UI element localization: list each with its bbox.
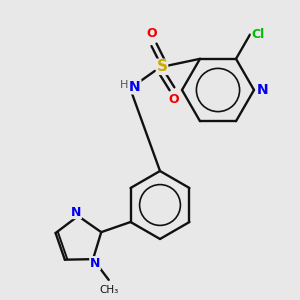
Text: O: O bbox=[169, 93, 179, 106]
Text: CH₃: CH₃ bbox=[99, 285, 118, 295]
Text: Cl: Cl bbox=[251, 28, 265, 41]
Text: S: S bbox=[157, 59, 167, 74]
Text: N: N bbox=[71, 206, 81, 218]
Text: N: N bbox=[257, 83, 269, 97]
Text: N: N bbox=[129, 80, 141, 94]
Text: H: H bbox=[120, 80, 128, 90]
Text: O: O bbox=[147, 27, 157, 40]
Text: N: N bbox=[90, 256, 100, 270]
